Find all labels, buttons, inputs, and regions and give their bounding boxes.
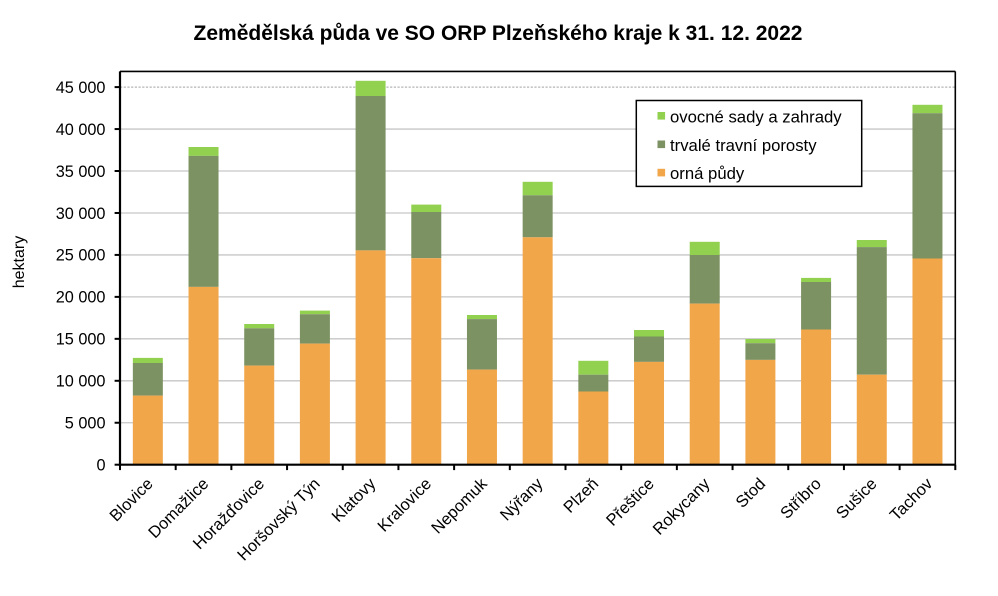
svg-text:0: 0 [96,457,105,475]
svg-text:ovocné sady a zahrady: ovocné sady a zahrady [670,107,842,126]
svg-text:orná půdy: orná půdy [670,164,745,183]
svg-text:Zemědělská půda ve SO ORP Plze: Zemědělská půda ve SO ORP Plzeňského kra… [194,22,803,45]
svg-text:25 000: 25 000 [56,247,106,265]
svg-text:trvalé travní porosty: trvalé travní porosty [670,136,817,155]
svg-text:30 000: 30 000 [56,205,106,223]
svg-text:10 000: 10 000 [56,373,106,391]
svg-text:hektary: hektary [11,236,28,288]
svg-text:15 000: 15 000 [56,331,106,349]
svg-text:5 000: 5 000 [65,415,106,433]
svg-text:45 000: 45 000 [56,79,106,97]
svg-text:20 000: 20 000 [56,289,106,307]
svg-text:35 000: 35 000 [56,163,106,181]
svg-text:40 000: 40 000 [56,121,106,139]
